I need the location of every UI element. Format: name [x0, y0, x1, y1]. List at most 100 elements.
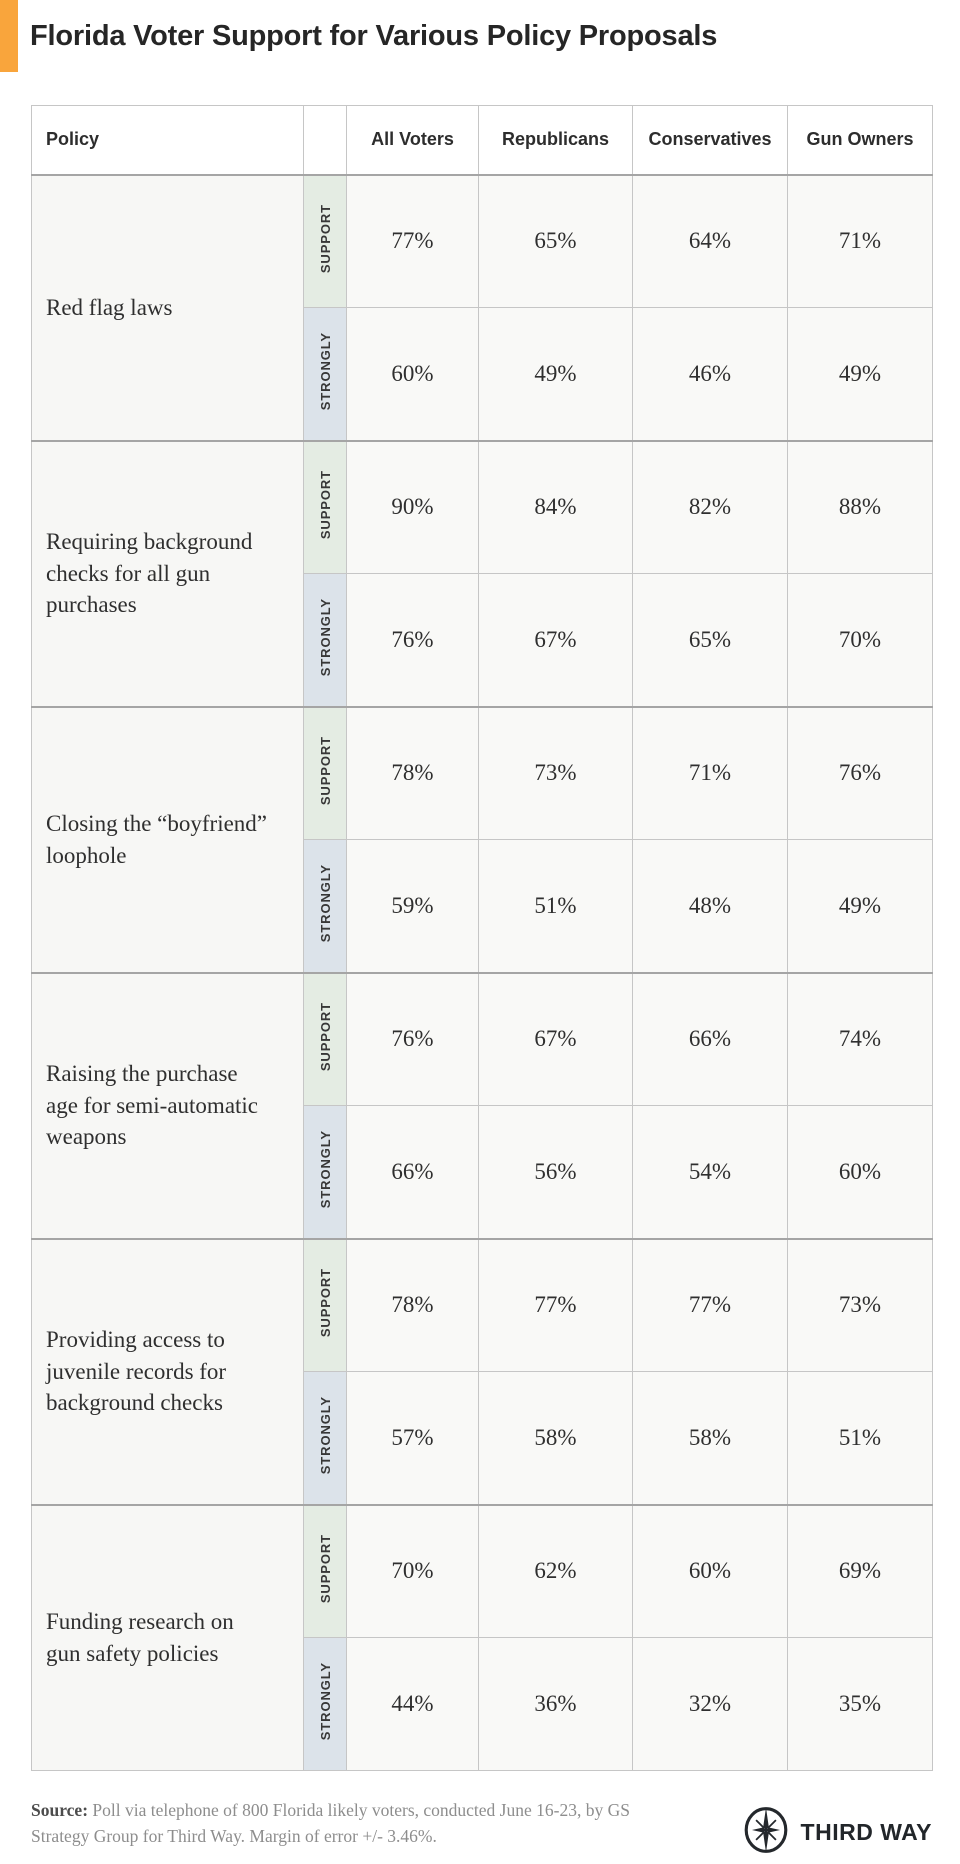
value-cell: 78%	[346, 1237, 479, 1372]
support-label: SUPPORT	[317, 1268, 333, 1338]
value-cell: 77%	[632, 1237, 788, 1372]
value-cell: 60%	[346, 307, 479, 441]
value-cell: 77%	[346, 173, 479, 308]
value-cell: 60%	[787, 1105, 933, 1239]
value-cell: 59%	[346, 839, 479, 973]
value-cell: 76%	[346, 573, 479, 707]
table-row: Raising the purchase age for semi-automa…	[31, 971, 933, 1239]
value-cell: 32%	[632, 1637, 788, 1771]
third-way-wordmark: THIRD WAY	[800, 1819, 932, 1845]
value-cell: 65%	[632, 573, 788, 707]
table-row: Requiring background checks for all gun …	[31, 439, 933, 707]
value-cell: 66%	[346, 1105, 479, 1239]
poll-table-container: Policy All Voters Republicans Conservati…	[31, 105, 960, 1771]
value-cell: 67%	[478, 971, 633, 1106]
column-header-gun-owners: Gun Owners	[787, 105, 933, 175]
value-cell: 76%	[787, 705, 933, 840]
accent-bar	[0, 0, 18, 72]
support-label-cell: SUPPORT	[303, 971, 347, 1106]
value-cell: 62%	[478, 1503, 633, 1638]
value-cell: 78%	[346, 705, 479, 840]
policy-cell: Raising the purchase age for semi-automa…	[31, 971, 304, 1239]
compass-star-icon	[741, 1805, 791, 1860]
column-header-republicans: Republicans	[478, 105, 633, 175]
table-row: Closing the “boyfriend” loophole SUPPORT…	[31, 705, 933, 973]
value-cell: 51%	[787, 1371, 933, 1505]
value-cell: 71%	[632, 705, 788, 840]
column-header-conservatives: Conservatives	[632, 105, 788, 175]
table-header-row: Policy All Voters Republicans Conservati…	[31, 105, 933, 175]
support-label: SUPPORT	[317, 1534, 333, 1604]
value-cell: 88%	[787, 439, 933, 574]
source-label: Source:	[31, 1800, 89, 1820]
poll-table: Policy All Voters Republicans Conservati…	[31, 105, 933, 1771]
value-cell: 90%	[346, 439, 479, 574]
value-cell: 73%	[787, 1237, 933, 1372]
policy-cell: Red flag laws	[31, 173, 304, 441]
policy-cell: Funding research on gun safety policies	[31, 1503, 304, 1771]
value-cell: 48%	[632, 839, 788, 973]
strongly-label-cell: STRONGLY	[303, 1371, 347, 1505]
support-label-cell: SUPPORT	[303, 705, 347, 840]
page-footer: Source: Poll via telephone of 800 Florid…	[31, 1797, 932, 1860]
value-cell: 56%	[478, 1105, 633, 1239]
support-label-cell: SUPPORT	[303, 173, 347, 308]
policy-cell: Requiring background checks for all gun …	[31, 439, 304, 707]
table-row: STRONGLY 76% 67% 65% 70%	[32, 573, 933, 707]
value-cell: 69%	[787, 1503, 933, 1638]
support-label: SUPPORT	[317, 1002, 333, 1072]
column-header-spacer	[303, 105, 347, 175]
column-header-policy: Policy	[31, 105, 304, 175]
table-row: STRONGLY 57% 58% 58% 51%	[32, 1371, 933, 1505]
table-row: STRONGLY 59% 51% 48% 49%	[32, 839, 933, 973]
value-cell: 46%	[632, 307, 788, 441]
value-cell: 49%	[478, 307, 633, 441]
value-cell: 35%	[787, 1637, 933, 1771]
strongly-label: STRONGLY	[317, 1662, 333, 1741]
value-cell: 76%	[346, 971, 479, 1106]
support-label-cell: SUPPORT	[303, 439, 347, 574]
support-label: SUPPORT	[317, 470, 333, 540]
table-row: Funding research on gun safety policies …	[31, 1503, 933, 1771]
page-header: Florida Voter Support for Various Policy…	[0, 0, 960, 72]
table-row: STRONGLY 44% 36% 32% 35%	[32, 1637, 933, 1771]
table-row: Red flag laws SUPPORT 77% 65% 64% 71%	[31, 173, 933, 441]
value-cell: 36%	[478, 1637, 633, 1771]
value-cell: 60%	[632, 1503, 788, 1638]
strongly-label-cell: STRONGLY	[303, 1105, 347, 1239]
value-cell: 57%	[346, 1371, 479, 1505]
support-label: SUPPORT	[317, 736, 333, 806]
table-row: Providing access to juvenile records for…	[31, 1237, 933, 1505]
value-cell: 73%	[478, 705, 633, 840]
page-title: Florida Voter Support for Various Policy…	[30, 19, 718, 52]
policy-cell: Providing access to juvenile records for…	[31, 1237, 304, 1505]
table-row: STRONGLY 60% 49% 46% 49%	[32, 307, 933, 441]
support-label-cell: SUPPORT	[303, 1503, 347, 1638]
strongly-label: STRONGLY	[317, 598, 333, 677]
value-cell: 58%	[478, 1371, 633, 1505]
value-cell: 58%	[632, 1371, 788, 1505]
value-cell: 84%	[478, 439, 633, 574]
policy-cell: Closing the “boyfriend” loophole	[31, 705, 304, 973]
support-label-cell: SUPPORT	[303, 1237, 347, 1372]
strongly-label-cell: STRONGLY	[303, 839, 347, 973]
value-cell: 54%	[632, 1105, 788, 1239]
value-cell: 67%	[478, 573, 633, 707]
value-cell: 74%	[787, 971, 933, 1106]
value-cell: 64%	[632, 173, 788, 308]
value-cell: 49%	[787, 839, 933, 973]
strongly-label-cell: STRONGLY	[303, 573, 347, 707]
source-note: Source: Poll via telephone of 800 Florid…	[31, 1797, 679, 1850]
strongly-label: STRONGLY	[317, 1396, 333, 1475]
value-cell: 66%	[632, 971, 788, 1106]
support-label: SUPPORT	[317, 204, 333, 274]
value-cell: 44%	[346, 1637, 479, 1771]
strongly-label: STRONGLY	[317, 1130, 333, 1209]
source-text: Poll via telephone of 800 Florida likely…	[31, 1800, 630, 1847]
value-cell: 51%	[478, 839, 633, 973]
value-cell: 65%	[478, 173, 633, 308]
strongly-label: STRONGLY	[317, 332, 333, 411]
value-cell: 70%	[787, 573, 933, 707]
third-way-logo: THIRD WAY	[741, 1805, 932, 1860]
value-cell: 77%	[478, 1237, 633, 1372]
